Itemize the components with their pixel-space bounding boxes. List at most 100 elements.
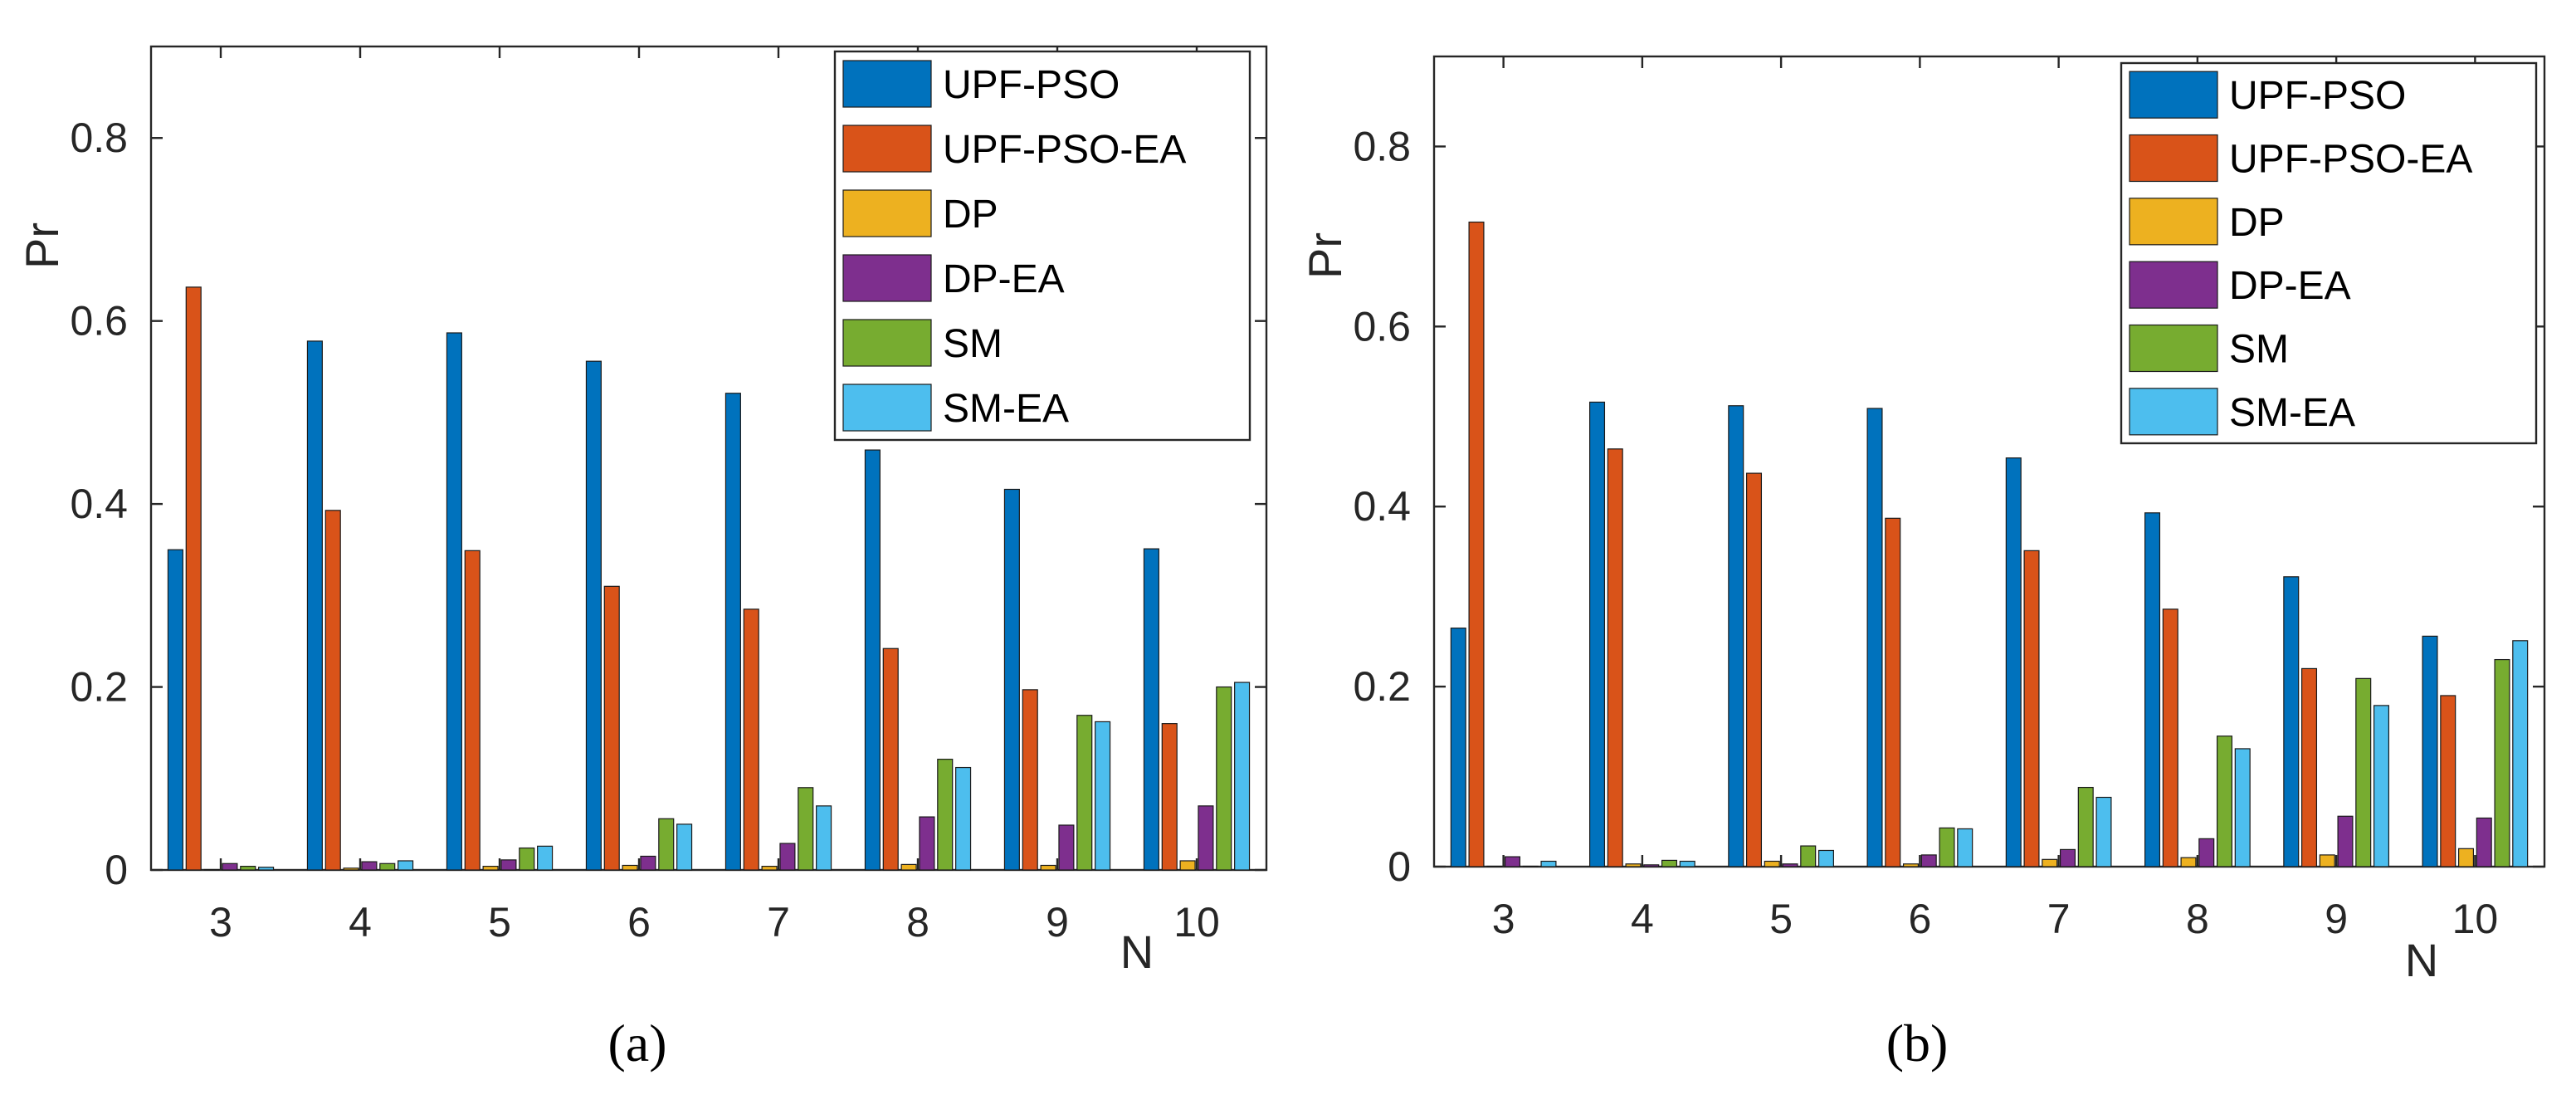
- bar-upf-pso-n3: [167, 549, 183, 871]
- bar-dp-n3: [203, 868, 220, 871]
- bar-dp-n4: [343, 867, 359, 871]
- bar-upf-pso-n9: [2283, 576, 2300, 867]
- bar-sm-ea-n3: [258, 867, 275, 871]
- bar-upf-pso-n6: [585, 360, 602, 871]
- bar-upf-pso-n5: [1728, 405, 1744, 867]
- bar-sm-n4: [379, 862, 396, 871]
- bar-dp-ea-n3: [1504, 856, 1521, 867]
- bar-dp-ea-n6: [1920, 854, 1937, 867]
- bar-dp-n4: [1625, 863, 1642, 867]
- x-tick-label: 3: [1492, 896, 1515, 942]
- y-tick-label: 0.6: [70, 298, 128, 344]
- bar-upf-pso-ea-n9: [1022, 689, 1038, 871]
- legend-label-dp-ea: DP-EA: [943, 257, 1065, 301]
- bar-upf-pso-ea-n4: [324, 510, 341, 871]
- bar-sm-n3: [240, 865, 256, 871]
- y-tick-label: 0: [105, 847, 128, 893]
- x-tick-label: 8: [906, 899, 929, 946]
- bar-dp-n5: [482, 865, 499, 871]
- x-tick-label: 6: [1908, 896, 1931, 942]
- y-tick-label: 0.4: [1353, 483, 1411, 530]
- bar-sm-ea-n4: [1679, 860, 1695, 867]
- bar-dp-n7: [761, 865, 778, 871]
- bar-upf-pso-n7: [724, 393, 741, 871]
- legend-swatch-sm-ea: [2129, 388, 2218, 436]
- bar-dp-ea-n3: [222, 862, 238, 871]
- bar-sm-ea-n10: [2512, 640, 2529, 867]
- plot-frame: [1432, 55, 2546, 868]
- bar-sm-ea-n9: [2373, 705, 2389, 867]
- legend-swatch-dp-ea: [842, 254, 932, 302]
- x-axis-label: N: [1120, 926, 1154, 978]
- bar-dp-ea-n9: [1058, 824, 1075, 871]
- x-tick-label: 3: [209, 899, 232, 946]
- y-tick-label: 0.4: [70, 481, 128, 527]
- x-tick-label: 10: [2452, 896, 2499, 942]
- bar-dp-ea-n7: [2059, 848, 2076, 867]
- bar-dp-n10: [1179, 860, 1196, 871]
- bar-sm-n10: [1216, 686, 1232, 871]
- legend-box: [833, 50, 1251, 442]
- legend-label-upf-pso-ea: UPF-PSO-EA: [943, 128, 1186, 172]
- bar-upf-pso-ea-n5: [1745, 472, 1763, 867]
- bar-upf-pso-n8: [864, 449, 881, 871]
- legend-swatch-upf-pso: [2129, 71, 2218, 119]
- legend-label-dp: DP: [943, 193, 998, 237]
- x-tick-label: 4: [349, 899, 372, 946]
- bar-dp-ea-n8: [2198, 838, 2215, 867]
- bar-sm-n5: [1800, 845, 1817, 867]
- legend-swatch-upf-pso: [842, 60, 932, 108]
- bar-dp-ea-n10: [1198, 805, 1214, 871]
- y-tick-label: 0: [1388, 843, 1411, 890]
- legend-swatch-dp-ea: [2129, 261, 2218, 309]
- bar-sm-n6: [658, 818, 675, 871]
- panel-label: (b): [1886, 1014, 1949, 1073]
- bar-upf-pso-n10: [2422, 635, 2438, 867]
- bar-sm-n8: [937, 759, 954, 871]
- bar-upf-pso-n8: [2144, 512, 2161, 867]
- bar-upf-pso-n7: [2005, 457, 2022, 867]
- x-tick-label: 4: [1631, 896, 1654, 942]
- bar-upf-pso-ea-n10: [1161, 723, 1178, 871]
- y-tick-label: 0.8: [70, 115, 128, 161]
- bar-sm-n8: [2216, 735, 2233, 867]
- bar-sm-ea-n5: [537, 845, 554, 871]
- y-tick-label: 0.8: [1353, 123, 1411, 169]
- bar-upf-pso-n6: [1866, 408, 1883, 867]
- bar-sm-n6: [1939, 827, 1955, 867]
- bar-dp-ea-n5: [500, 859, 517, 871]
- y-axis-label: Pr: [16, 222, 68, 269]
- legend-label-upf-pso: UPF-PSO: [2229, 74, 2406, 118]
- legend-swatch-sm-ea: [842, 384, 932, 432]
- legend-swatch-sm: [2129, 324, 2218, 373]
- bar-dp-n6: [622, 864, 638, 871]
- x-tick-label: 9: [1046, 899, 1069, 946]
- legend-label-sm-ea: SM-EA: [943, 387, 1069, 431]
- bar-upf-pso-n9: [1003, 488, 1020, 871]
- legend-swatch-upf-pso-ea: [842, 125, 932, 173]
- bar-dp-ea-n7: [779, 843, 796, 871]
- bar-upf-pso-ea-n7: [2023, 550, 2040, 867]
- bar-upf-pso-ea-n7: [743, 608, 759, 871]
- legend-label-dp: DP: [2229, 201, 2285, 245]
- x-tick-label: 5: [488, 899, 511, 946]
- bar-dp-ea-n10: [2476, 817, 2492, 867]
- bar-dp-ea-n5: [1782, 863, 1798, 867]
- plot-frame: [149, 45, 1268, 872]
- y-tick-label: 0.6: [1353, 303, 1411, 349]
- bar-sm-ea-n6: [676, 823, 693, 871]
- bar-sm-ea-n7: [816, 805, 832, 871]
- y-tick-label: 0.2: [70, 664, 128, 711]
- bar-sm-n7: [2077, 786, 2094, 867]
- bar-upf-pso-n3: [1450, 628, 1466, 867]
- x-tick-label: 7: [767, 899, 790, 946]
- bar-sm-n4: [1661, 859, 1678, 867]
- legend-label-upf-pso-ea: UPF-PSO-EA: [2229, 138, 2472, 182]
- legend-swatch-dp: [2129, 198, 2218, 246]
- bar-upf-pso-n10: [1143, 548, 1159, 871]
- legend-swatch-dp: [842, 189, 932, 237]
- bar-upf-pso-ea-n8: [882, 647, 899, 871]
- bar-sm-ea-n10: [1234, 682, 1251, 871]
- legend-label-dp-ea: DP-EA: [2229, 264, 2351, 308]
- bar-dp-ea-n9: [2337, 815, 2354, 867]
